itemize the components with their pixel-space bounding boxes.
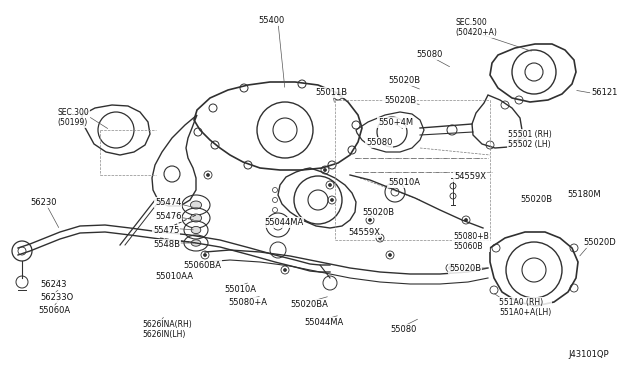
Text: 55020B: 55020B (362, 208, 394, 217)
Text: 55080: 55080 (416, 50, 442, 59)
Circle shape (207, 173, 209, 176)
Text: 55060BA: 55060BA (183, 261, 221, 270)
Text: 55080: 55080 (366, 138, 392, 147)
Text: 56230: 56230 (30, 198, 56, 207)
Circle shape (378, 237, 381, 240)
Text: 55020BA: 55020BA (290, 300, 328, 309)
Text: 55080: 55080 (390, 325, 417, 334)
Text: SEC.300
(50199): SEC.300 (50199) (57, 108, 89, 127)
Text: 56121: 56121 (591, 88, 618, 97)
Text: 56243: 56243 (40, 280, 67, 289)
Text: 55020B: 55020B (449, 264, 481, 273)
Text: 55080+A: 55080+A (228, 298, 267, 307)
Text: 55476: 55476 (155, 212, 182, 221)
Text: 551A0 (RH)
551A0+A(LH): 551A0 (RH) 551A0+A(LH) (499, 298, 551, 317)
Text: 55020B: 55020B (388, 76, 420, 85)
Text: 55010A: 55010A (388, 178, 420, 187)
Text: 55080+B
55060B: 55080+B 55060B (453, 232, 489, 251)
Text: 55020B: 55020B (384, 96, 416, 105)
Circle shape (465, 218, 467, 221)
Circle shape (328, 183, 332, 186)
Text: SEC.500
(50420+A): SEC.500 (50420+A) (455, 18, 497, 38)
Text: 55501 (RH)
55502 (LH): 55501 (RH) 55502 (LH) (508, 130, 552, 150)
Text: 55010AA: 55010AA (155, 272, 193, 281)
Ellipse shape (191, 227, 201, 234)
Text: J43101QP: J43101QP (568, 350, 609, 359)
Text: 5548B: 5548B (153, 240, 180, 249)
Circle shape (369, 218, 371, 221)
Text: 54559X: 54559X (348, 228, 380, 237)
Ellipse shape (191, 240, 201, 246)
Circle shape (449, 266, 451, 269)
Circle shape (284, 269, 287, 272)
Circle shape (388, 253, 392, 257)
Text: 55060A: 55060A (38, 306, 70, 315)
Text: 55474: 55474 (155, 198, 181, 207)
Ellipse shape (191, 201, 202, 209)
Text: 55044MA: 55044MA (264, 218, 303, 227)
Text: 55020D: 55020D (583, 238, 616, 247)
Text: 5626INA(RH)
5626IN(LH): 5626INA(RH) 5626IN(LH) (142, 320, 192, 339)
Circle shape (204, 253, 207, 257)
Text: 55475: 55475 (153, 226, 179, 235)
Text: 55180M: 55180M (567, 190, 600, 199)
Text: 56233O: 56233O (40, 293, 73, 302)
Text: 54559X: 54559X (454, 172, 486, 181)
Text: 550+4M: 550+4M (378, 118, 413, 127)
Text: 55044MA: 55044MA (304, 318, 343, 327)
Text: 55400: 55400 (258, 16, 284, 25)
Text: 55011B: 55011B (315, 88, 347, 97)
Text: 55020B: 55020B (520, 195, 552, 204)
Ellipse shape (191, 214, 202, 222)
Text: 55010A: 55010A (224, 285, 256, 294)
Circle shape (330, 199, 333, 202)
Circle shape (323, 169, 326, 171)
